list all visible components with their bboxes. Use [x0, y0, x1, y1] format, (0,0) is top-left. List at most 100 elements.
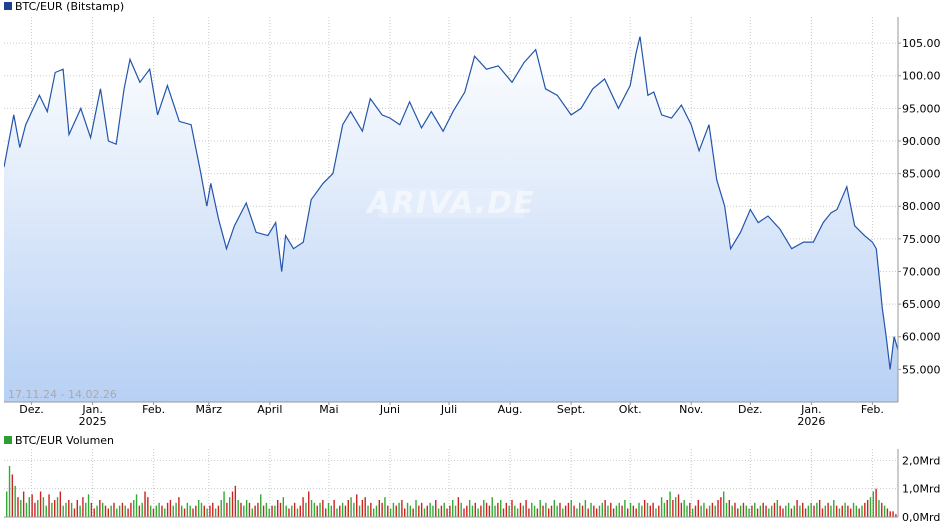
volume-bar [579, 502, 581, 517]
volume-bar [155, 505, 158, 517]
volume-bar [166, 502, 169, 517]
volume-bar [245, 500, 248, 517]
volume-bar [6, 491, 8, 517]
volume-bar [412, 508, 414, 517]
price-line [4, 36, 898, 370]
volume-bar [804, 508, 807, 517]
volume-bar [51, 502, 53, 517]
price-x-year-label: 2026 [797, 415, 825, 428]
volume-bar [886, 508, 889, 517]
volume-bar [652, 502, 654, 517]
volume-bar [226, 502, 228, 517]
price-x-tick-label: Dez. [19, 403, 44, 416]
volume-bar [234, 485, 237, 517]
volume-bar [607, 505, 609, 517]
volume-bar [90, 502, 93, 517]
volume-bar [121, 502, 124, 517]
price-x-tick-label: Feb. [861, 403, 884, 416]
volume-bar [271, 505, 273, 517]
volume-bar [765, 505, 767, 517]
volume-bar [584, 500, 587, 517]
volume-bar [677, 494, 680, 517]
price-y-tick-label: 70.000 [902, 265, 940, 278]
volume-bar [274, 505, 276, 517]
volume-bar [302, 497, 304, 517]
volume-bar [144, 491, 146, 517]
volume-bar [113, 502, 115, 517]
volume-bar [833, 500, 835, 517]
volume-bar [511, 500, 513, 517]
volume-bar [525, 500, 527, 517]
volume-bar [835, 505, 838, 517]
volume-bar [816, 502, 818, 517]
volume-bar [892, 511, 894, 517]
price-x-tick-label: Mai [319, 403, 338, 416]
volume-bar [615, 505, 618, 517]
price-legend: BTC/EUR (Bitstamp) [4, 0, 124, 13]
volume-bar [164, 508, 166, 517]
volume-bar [20, 500, 22, 517]
volume-bar [502, 508, 505, 517]
volume-bar [663, 502, 666, 517]
volume-bar [813, 505, 815, 517]
volume-bar [847, 505, 849, 517]
volume-bar [708, 505, 711, 517]
volume-bar [737, 508, 739, 517]
volume-bar [573, 505, 575, 517]
volume-bar [790, 508, 793, 517]
volume-bar [31, 494, 33, 517]
volume-bar [93, 508, 95, 517]
volume-bar [782, 508, 784, 517]
volume-bar [197, 500, 200, 517]
volume-bar [195, 505, 197, 517]
volume-bar [739, 505, 742, 517]
price-y-tick-label: 55.000 [902, 363, 940, 376]
volume-bar [268, 508, 270, 517]
volume-bar [231, 491, 234, 517]
volume-bar [82, 497, 84, 517]
volume-bar [429, 502, 431, 517]
volume-bar [381, 502, 383, 517]
volume-bar [426, 505, 428, 517]
volume-bar [536, 508, 539, 517]
price-y-tick-label: 60.000 [902, 331, 940, 344]
volume-bar [206, 508, 208, 517]
watermark: ARIVA.DE [365, 186, 533, 221]
volume-bar [384, 497, 386, 517]
volume-bar [452, 500, 454, 517]
price-x-tick-label: Jan. [800, 403, 821, 416]
volume-bar [785, 505, 787, 517]
volume-bar [505, 502, 508, 517]
volume-bar [567, 502, 570, 517]
volume-bar [313, 502, 316, 517]
volume-bar [395, 505, 397, 517]
volume-bar [466, 505, 468, 517]
volume-bar [262, 505, 265, 517]
volume-bar [468, 500, 471, 517]
volume-bar [751, 505, 753, 517]
price-y-tick-label: 85.000 [902, 168, 940, 181]
volume-bar [361, 500, 364, 517]
price-y-tick-label: 65.000 [902, 298, 940, 311]
volume-bar [756, 508, 759, 517]
volume-bar [65, 502, 67, 517]
volume-bar [770, 505, 773, 517]
volume-bar [516, 508, 519, 517]
volume-bar [553, 500, 556, 517]
volume-bar [175, 502, 177, 517]
volume-bar [237, 500, 239, 517]
volume-bar [669, 491, 671, 517]
volume-bar [593, 505, 595, 517]
volume-bar [598, 505, 601, 517]
volume-bar [339, 505, 341, 517]
volume-bar [672, 500, 674, 517]
volume-bar [604, 500, 606, 517]
volume-bar [754, 502, 756, 517]
volume-bar [700, 505, 702, 517]
volume-bar [807, 505, 810, 517]
price-x-tick-label: Sept. [557, 403, 586, 416]
volume-bar [460, 502, 462, 517]
price-x-tick-label: März [196, 403, 223, 416]
price-panel: ARIVA.DE 55.000 60.000 65.000 70.000 75.000 8… [4, 0, 940, 428]
volume-bar [243, 505, 245, 517]
